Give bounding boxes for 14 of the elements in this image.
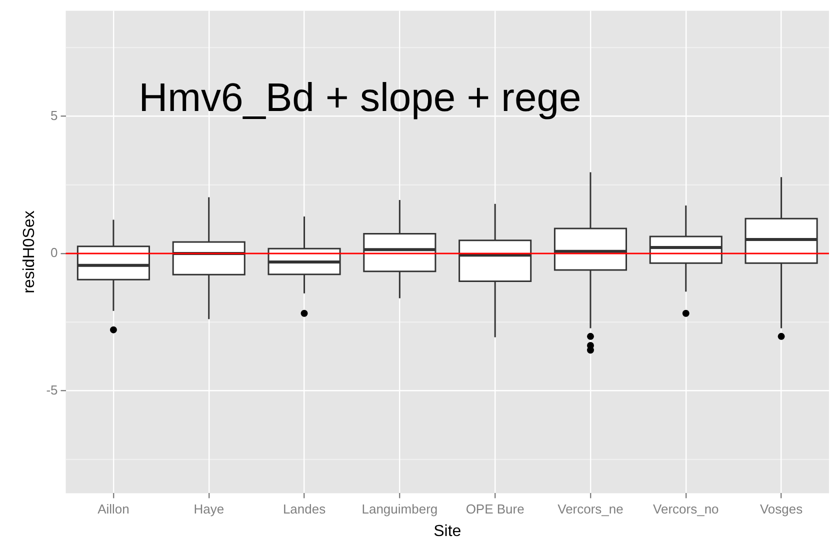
y-tick-label: -5 [46,382,58,398]
x-tick-label: Languimberg [362,502,438,517]
x-tick-label: Aillon [98,502,130,517]
x-tick-label: Haye [194,502,224,517]
y-axis-title: residH0Sex [21,210,38,294]
x-tick-label: Vercors_no [653,502,719,517]
x-tick-label: Vercors_ne [558,502,624,517]
x-tick-label: Landes [282,502,326,517]
text: Hmv6_Bd + slope + rege [138,76,582,120]
x-tick-label: OPE Bure [466,502,524,517]
y-tick-label: 0 [50,245,58,260]
x-axis-title: Site [434,522,462,540]
y-tick-label: 5 [50,108,58,123]
x-tick-label: Vosges [760,502,804,517]
